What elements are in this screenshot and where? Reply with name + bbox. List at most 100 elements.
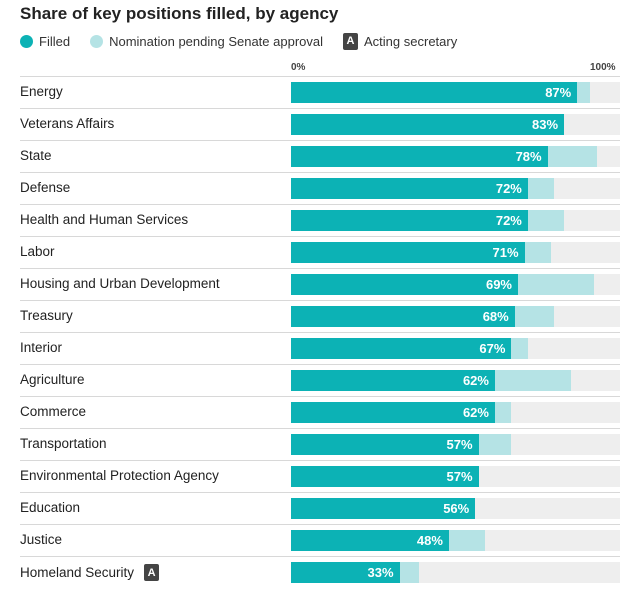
row-divider [20,556,620,557]
bar-filled [291,178,528,199]
bar-track: 62% [291,402,620,423]
bar-track: 78% [291,146,620,167]
bar-pending [577,82,591,103]
legend-label-pending: Nomination pending Senate approval [109,33,324,49]
row-divider [20,428,620,429]
category-label-text: Labor [20,244,55,259]
category-label: Homeland Security A [20,564,160,581]
row-divider [20,140,620,141]
category-label: Housing and Urban Development [20,276,220,291]
category-label-text: Environmental Protection Agency [20,468,219,483]
category-label-text: Veterans Affairs [20,116,115,131]
value-label: 87% [545,85,572,100]
row-divider [20,268,620,269]
bar-pending [527,178,555,199]
category-label: Commerce [20,404,86,419]
category-label: Veterans Affairs [20,116,114,131]
category-label: Environmental Protection Agency [20,468,219,483]
bar-track: 87% [291,82,620,103]
bar-row: Justice 48% [20,524,620,556]
bar-pending [511,338,528,359]
category-label-text: Treasury [20,308,73,323]
category-label: Health and Human Services [20,212,188,227]
bar-track: 68% [291,306,620,327]
bar-track: 56% [291,498,620,519]
row-divider [20,396,620,397]
row-divider [20,236,620,237]
value-label: 33% [367,565,394,580]
bar-pending [448,530,486,551]
row-divider [20,172,620,173]
bar-pending [514,306,555,327]
bar-track: 67% [291,338,620,359]
bar-row: State 78% [20,140,620,172]
bar-track: 72% [291,210,620,231]
bar-track: 48% [291,530,620,551]
bar-track: 72% [291,178,620,199]
category-label-text: State [20,148,52,163]
legend-swatch-pending [90,34,104,48]
bar-track: 62% [291,370,620,391]
bar-row: Energy 87% [20,76,620,108]
row-divider [20,364,620,365]
value-label: 72% [495,181,522,196]
category-label: Education [20,500,80,515]
bar-row: Interior 67% [20,332,620,364]
value-label: 56% [443,501,470,516]
bar-filled [291,370,495,391]
bar-row: Transportation 57% [20,428,620,460]
category-label-text: Energy [20,84,63,99]
legend-swatch-filled [20,34,33,48]
value-label: 69% [485,277,512,292]
legend-item-pending: Nomination pending Senate approval [90,34,323,49]
bar-row: Housing and Urban Development 69% [20,268,620,300]
bar-pending [478,434,512,455]
category-label: Energy [20,84,63,99]
category-label: Treasury [20,308,73,323]
value-label: 57% [446,469,473,484]
bar-row: Defense 72% [20,172,620,204]
bar-pending [518,274,594,295]
bar-track: 69% [291,274,620,295]
row-divider [20,76,620,77]
category-label: State [20,148,52,163]
bar-filled [291,114,565,135]
bar-filled [291,466,479,487]
bar-filled [291,306,515,327]
bar-pending [547,146,597,167]
chart-title: Share of key positions filled, by agency [20,4,339,23]
category-label: Defense [20,180,70,195]
legend-label-filled: Filled [39,33,71,49]
bar-filled [291,498,476,519]
bar-filled [291,402,495,423]
bar-filled [291,82,578,103]
bar-row: Labor 71% [20,236,620,268]
bar-filled [291,338,512,359]
bar-row: Education 56% [20,492,620,524]
category-label-text: Health and Human Services [20,212,189,227]
category-label: Agriculture [20,372,85,387]
value-label: 78% [515,149,542,164]
category-label: Transportation [20,436,107,451]
bar-filled [291,210,528,231]
bar-track: 83% [291,114,620,135]
bar-row: Agriculture 62% [20,364,620,396]
category-label-text: Housing and Urban Development [20,276,220,291]
bar-row: Environmental Protection Agency 57% [20,460,620,492]
category-label: Labor [20,244,55,259]
row-divider [20,460,620,461]
bar-filled [291,274,518,295]
category-label-text: Transportation [20,436,107,451]
row-divider [20,492,620,493]
value-label: 83% [532,117,559,132]
legend-item-acting: A Acting secretary [343,32,457,50]
row-divider [20,332,620,333]
category-label: Justice [20,532,62,547]
category-label-text: Justice [20,532,63,547]
axis-tick-min: 0% [291,62,306,73]
bar-row: Commerce 62% [20,396,620,428]
category-label-text: Agriculture [20,372,85,387]
category-label: Interior [20,340,62,355]
value-label: 48% [416,533,443,548]
